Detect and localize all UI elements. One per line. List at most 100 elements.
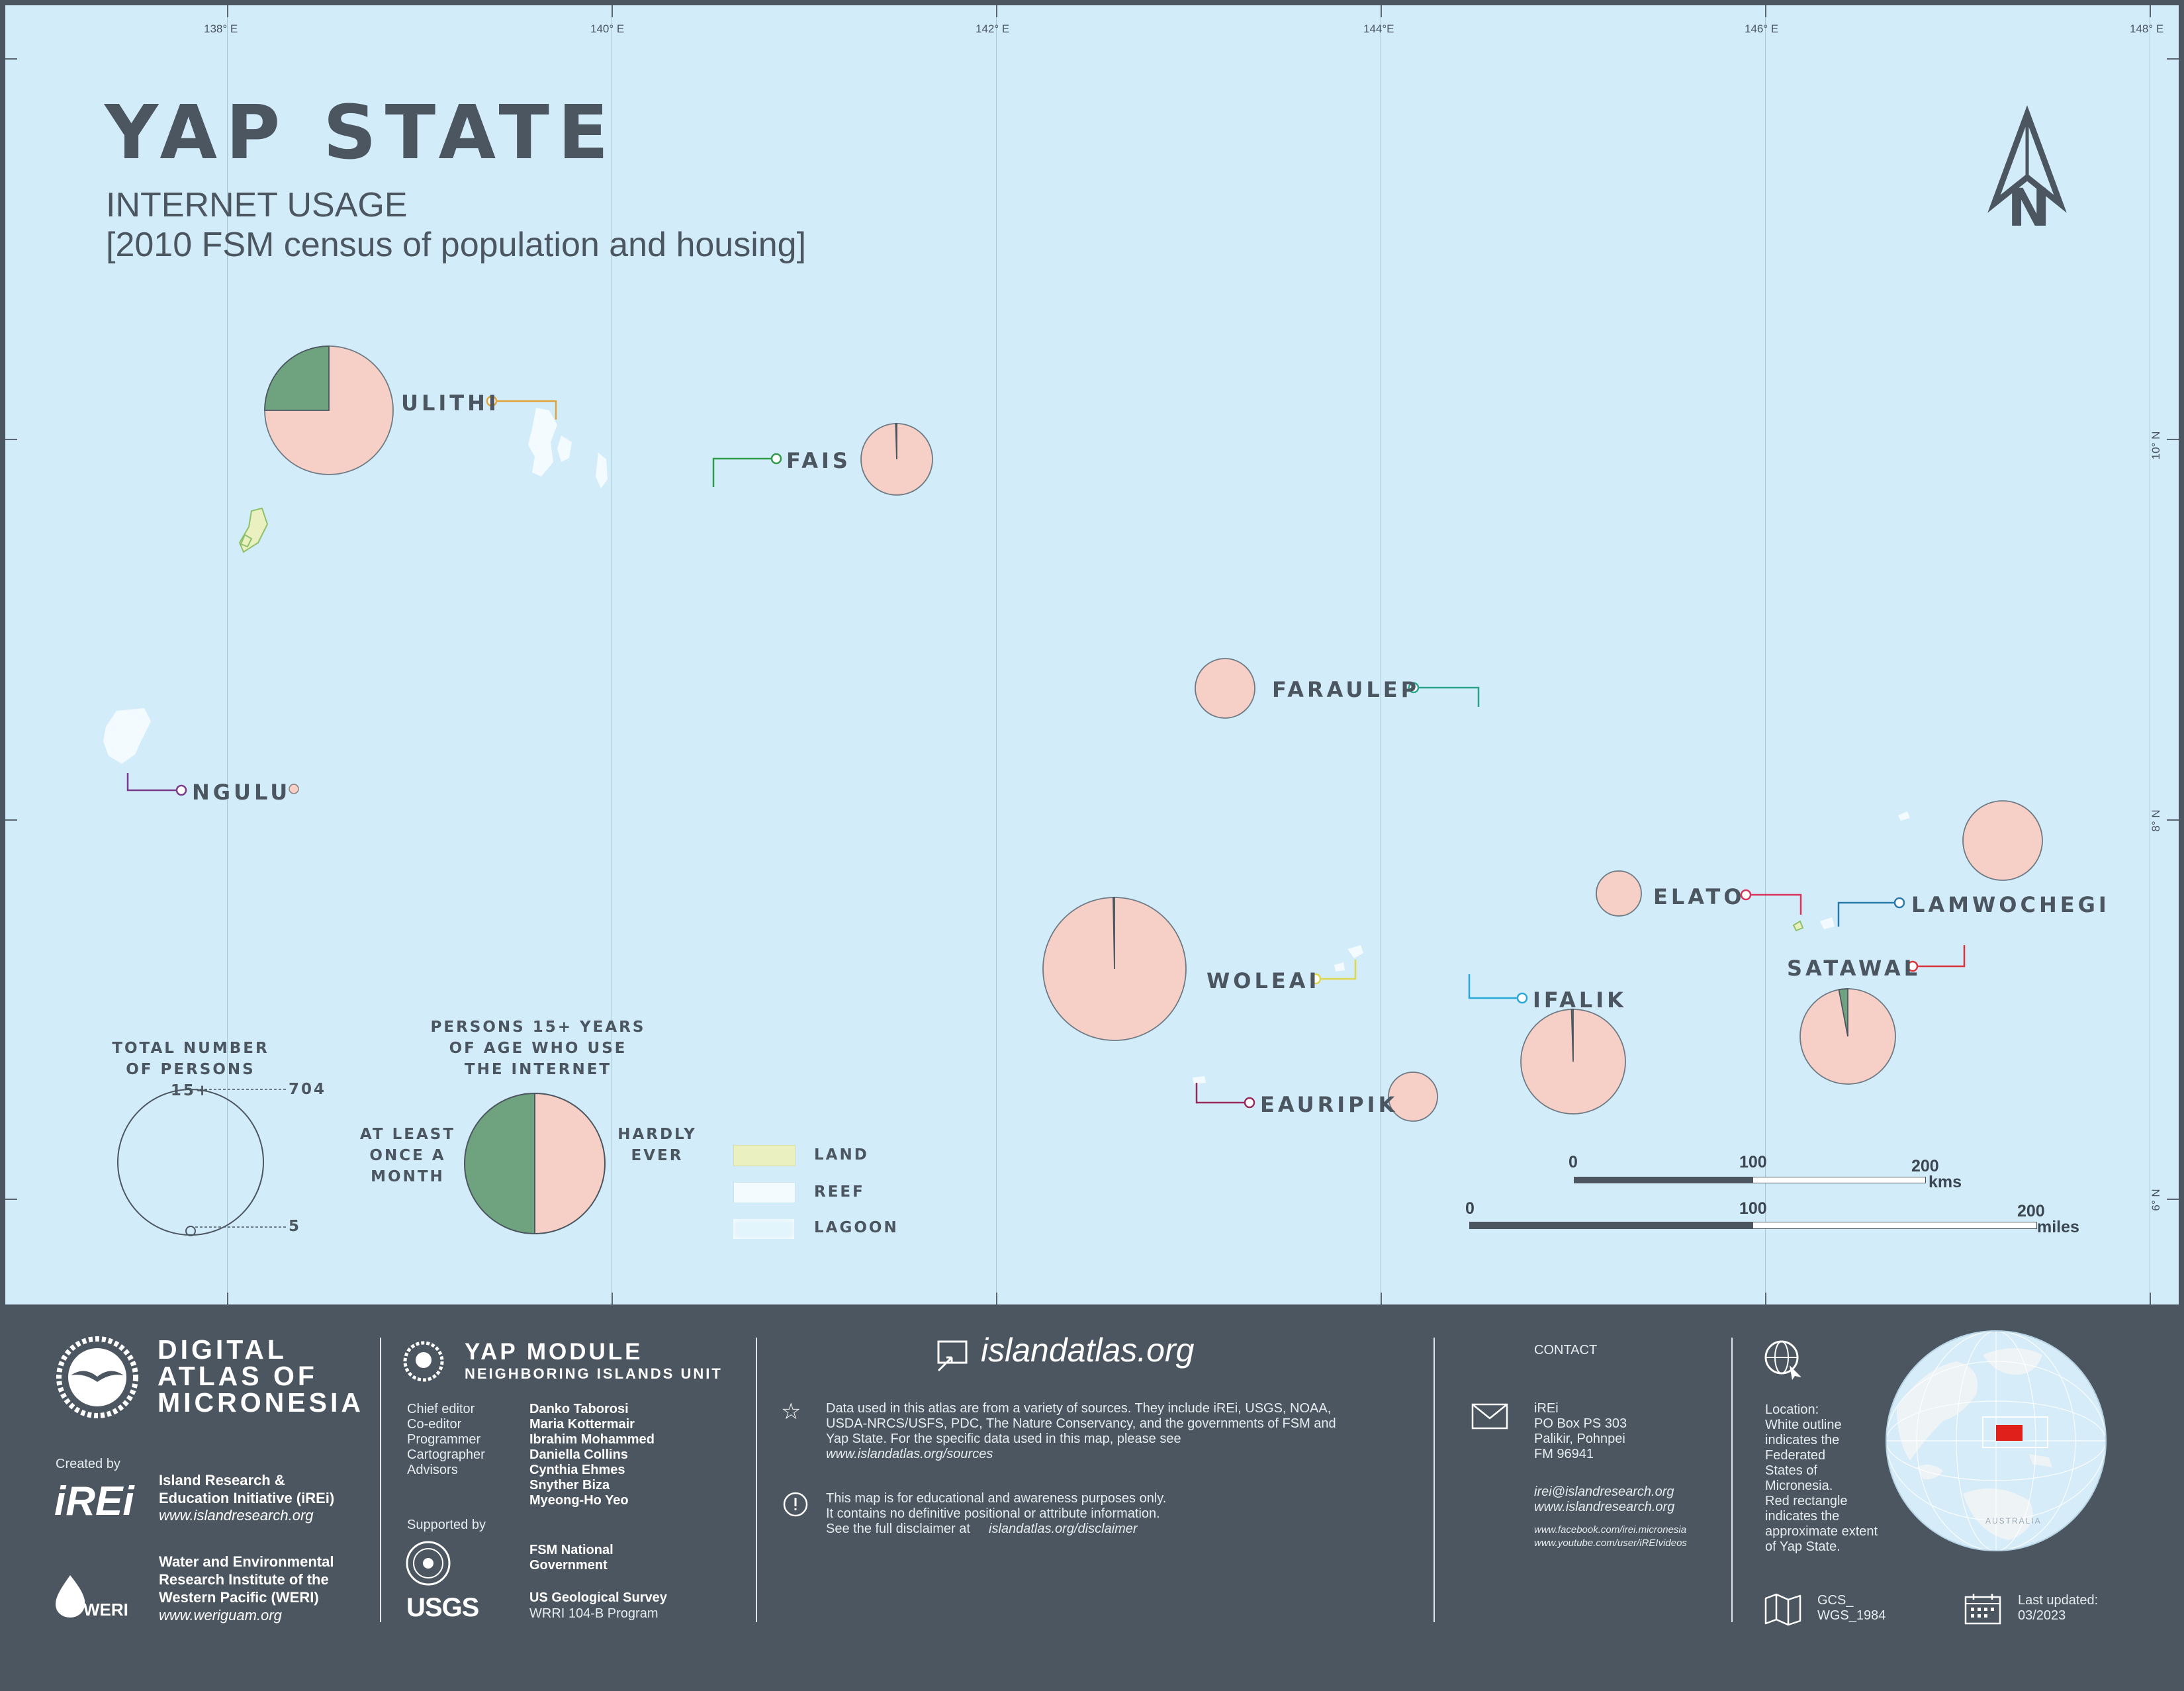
marker <box>1408 682 1420 694</box>
satawal-reef <box>1820 917 1835 929</box>
marker <box>1310 973 1322 985</box>
map-source: [2010 FSM census of population and housi… <box>106 226 807 264</box>
data-sources-link[interactable]: www.islandatlas.org/sources <box>826 1447 993 1461</box>
created-by-label: Created by <box>56 1457 120 1471</box>
island-label-woleai: WOLEAI <box>1206 968 1320 993</box>
tick <box>996 1293 997 1304</box>
facebook-link[interactable]: www.facebook.com/irei.micronesia <box>1534 1524 1687 1535</box>
location-text: Red rectangle <box>1765 1494 1848 1508</box>
disclaimer-link[interactable]: islandatlas.org/disclaimer <box>989 1522 1138 1536</box>
legend-total-max: 704 <box>289 1081 327 1098</box>
weri-logo: WERI <box>83 1600 128 1620</box>
map-title: YAP STATE <box>105 90 617 176</box>
island-label-eauripik: EAURIPIK <box>1260 1092 1398 1117</box>
marker <box>1740 889 1752 901</box>
legend-size-circles <box>117 1089 287 1236</box>
tick <box>2167 439 2179 440</box>
location-text: Micronesia. <box>1765 1479 1833 1493</box>
scale-bar-km-dark <box>1574 1177 1752 1183</box>
atlas-brand-line: MICRONESIA <box>158 1387 364 1418</box>
weri-logo-icon <box>56 1575 85 1618</box>
data-note: Data used in this atlas are from a varie… <box>826 1401 1332 1416</box>
contact-line: FM 96941 <box>1534 1447 1594 1461</box>
tick <box>2167 58 2179 60</box>
globe-icon <box>1764 1340 1801 1380</box>
location-text: approximate extent <box>1765 1524 1878 1539</box>
legend-hardly-label: HARDLY EVER <box>617 1126 697 1164</box>
marker <box>1516 992 1528 1004</box>
ulithi-reef <box>596 453 608 488</box>
person-name: Snyther Biza <box>529 1478 610 1492</box>
tick <box>612 1293 613 1304</box>
site-link[interactable]: islandatlas.org <box>981 1332 1195 1369</box>
legend-usage-pie <box>464 1092 606 1235</box>
ngulu-pie <box>289 784 299 794</box>
weri-link[interactable]: www.weriguam.org <box>159 1607 282 1623</box>
grid-line <box>996 5 997 1304</box>
calendar-icon <box>1964 1594 2001 1625</box>
mail-icon <box>1471 1403 1508 1430</box>
scale-bar-mi-dark <box>1469 1222 1752 1229</box>
legend-land-label: LAND <box>814 1146 869 1164</box>
youtube-link[interactable]: www.youtube.com/user/iREIvideos <box>1534 1537 1687 1549</box>
contact-web-link[interactable]: www.islandresearch.org <box>1534 1500 1675 1514</box>
scale-mi-tick: 0 <box>1465 1199 1475 1218</box>
legend-lagoon-label: LAGOON <box>814 1219 899 1236</box>
island-label-fais: FAIS <box>786 448 851 473</box>
website-icon <box>937 1340 968 1372</box>
map-panel: 138° E 140° E 142° E 144°E 146° E 148° E… <box>5 5 2179 1304</box>
role-label: Programmer <box>407 1432 481 1447</box>
tick <box>5 58 17 60</box>
contact-line: Palikir, Pohnpei <box>1534 1432 1625 1446</box>
role-label: Co-editor <box>407 1417 462 1432</box>
pie-at-least-monthly-slice <box>895 423 897 460</box>
person-name: Cynthia Ehmes <box>529 1463 625 1477</box>
map-icon <box>1764 1593 1801 1626</box>
pie-at-least-monthly-slice <box>1838 988 1848 1037</box>
data-note: Yap State. For the specific data used in… <box>826 1432 1181 1446</box>
irei-logo: iREi <box>54 1479 134 1524</box>
globe-australia-label: AUSTRALIA <box>1985 1516 2042 1526</box>
tick <box>5 1199 17 1200</box>
projection-text: WGS_1984 <box>1817 1608 1886 1623</box>
ulithi-reef <box>557 435 572 462</box>
tick <box>2167 819 2179 821</box>
legend-total-min: 5 <box>289 1218 302 1235</box>
legend-reef-swatch <box>733 1182 796 1203</box>
location-text: States of <box>1765 1463 1817 1478</box>
usgs-logo: USGS <box>406 1593 479 1622</box>
grid-line <box>1765 5 1766 1304</box>
tick <box>2167 1199 2179 1200</box>
islands-layer <box>103 408 1910 1084</box>
pie-faraulep <box>1195 658 1255 719</box>
supported-by-label: Supported by <box>407 1518 486 1532</box>
scale-km-tick: 200 <box>1911 1157 1939 1175</box>
module-subtitle: NEIGHBORING ISLANDS UNIT <box>465 1365 723 1382</box>
ulithi-reef <box>528 408 557 477</box>
island-label-satawal: SATAWAL <box>1787 956 1921 981</box>
star-icon: ☆ <box>781 1399 801 1424</box>
longitude-label: 144°E <box>1363 23 1394 35</box>
role-label: Cartographer <box>407 1447 485 1462</box>
atlas-brand-line: ATLAS OF <box>158 1361 318 1391</box>
irei-link[interactable]: www.islandresearch.org <box>159 1507 314 1524</box>
updated-text: 03/2023 <box>2018 1608 2066 1623</box>
footer-divider <box>1731 1338 1733 1622</box>
disclaimer-prefix: See the full disclaimer at <box>826 1522 970 1536</box>
woleai-reef <box>1347 945 1363 958</box>
scale-km-tick: 100 <box>1739 1153 1767 1171</box>
tick <box>2150 1293 2151 1304</box>
person-name: Ibrahim Mohammed <box>529 1432 655 1447</box>
tick <box>5 439 17 440</box>
location-text: indicates the <box>1765 1433 1840 1447</box>
eauripik-reef <box>1193 1076 1206 1084</box>
island-label-ngulu: NGULU <box>192 780 291 805</box>
contact-line: iREi <box>1534 1401 1559 1416</box>
longitude-label: 140° E <box>590 23 625 35</box>
marker <box>770 453 782 465</box>
contact-email-link[interactable]: irei@islandresearch.org <box>1534 1485 1674 1499</box>
longitude-label: 142° E <box>976 23 1010 35</box>
footer: DIGITAL ATLAS OF MICRONESIA Created by i… <box>0 1304 2184 1691</box>
legend-reef-label: REEF <box>814 1183 865 1201</box>
irei-name: Island Research & <box>159 1472 285 1488</box>
